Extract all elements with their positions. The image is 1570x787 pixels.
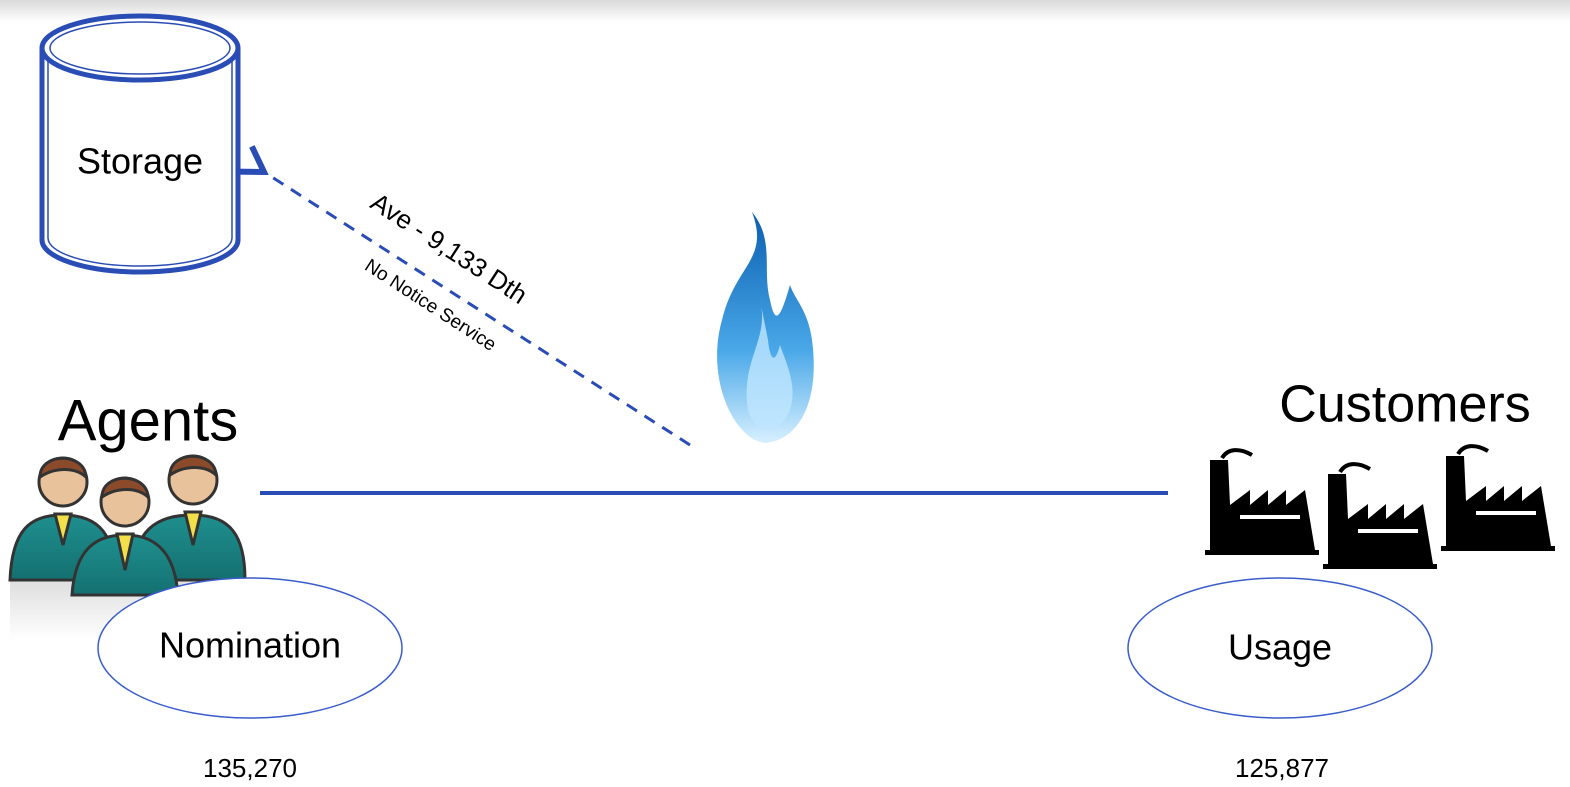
top-band xyxy=(0,0,1570,22)
usage-label: Usage xyxy=(1228,627,1332,668)
flame-icon xyxy=(717,212,814,443)
nomination-ellipse xyxy=(97,577,403,719)
agents-title: Agents xyxy=(58,388,239,453)
nomination-label: Nomination xyxy=(159,625,341,666)
storage-label: Storage xyxy=(77,141,203,182)
customers-title: Customers xyxy=(1279,376,1530,434)
agents-amount: 135,270 xyxy=(203,753,297,783)
storage-cylinder xyxy=(39,13,241,275)
customers-amount: 125,877 xyxy=(1235,753,1329,783)
usage-ellipse xyxy=(1127,577,1433,719)
factories-icon xyxy=(1205,444,1555,569)
storage-arrow xyxy=(235,145,691,447)
